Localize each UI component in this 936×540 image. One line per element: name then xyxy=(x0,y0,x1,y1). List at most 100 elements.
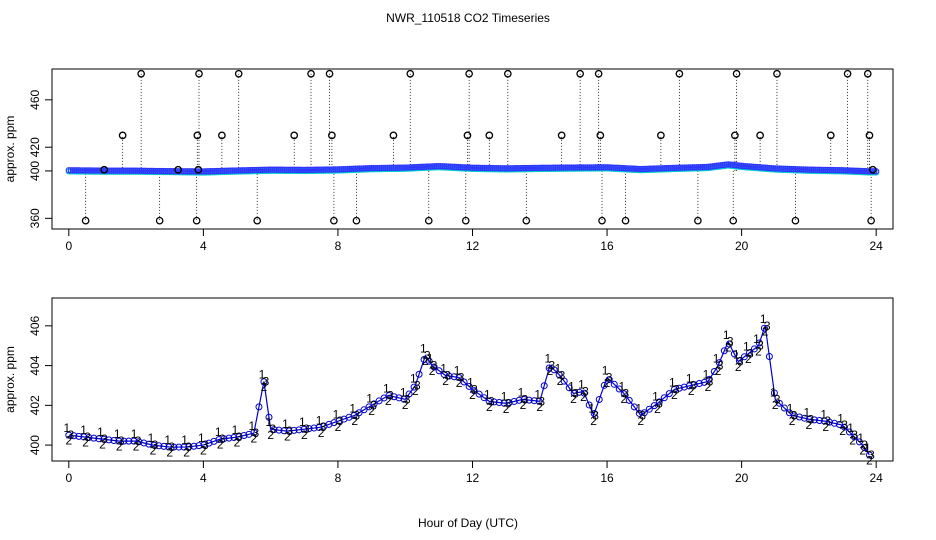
series-point xyxy=(165,443,173,451)
series-point xyxy=(360,406,368,414)
series-point xyxy=(753,163,761,171)
series-point xyxy=(305,166,313,173)
level-2-marker: 2 xyxy=(536,400,543,414)
series-point xyxy=(295,426,303,434)
level-1-marker: 1 xyxy=(545,352,552,366)
series-point xyxy=(580,389,588,397)
series-point xyxy=(667,164,674,172)
level-2-marker: 2 xyxy=(503,402,510,416)
series-point xyxy=(90,434,98,442)
series-point xyxy=(624,165,632,172)
series-point xyxy=(517,164,525,172)
level-3-marker: 3 xyxy=(707,374,714,388)
series-point xyxy=(227,167,234,174)
series-point xyxy=(120,167,127,174)
level-2-marker: 2 xyxy=(547,364,554,378)
series-point xyxy=(630,165,638,172)
series-point xyxy=(760,324,768,332)
series-point xyxy=(834,166,841,174)
series-point xyxy=(106,167,113,174)
outlier-point xyxy=(328,131,336,140)
series-point xyxy=(311,166,319,173)
series-point xyxy=(118,167,125,174)
series-point xyxy=(665,164,672,172)
level-1-marker: 1 xyxy=(63,421,70,435)
series-point xyxy=(402,164,410,171)
level-2-marker: 2 xyxy=(133,440,140,454)
series-point xyxy=(759,164,767,171)
series-point xyxy=(152,167,159,175)
series-point xyxy=(677,164,684,171)
series-point xyxy=(854,167,862,174)
level-1-marker: 1 xyxy=(703,368,710,382)
series-point xyxy=(322,166,329,173)
level-1-marker: 1 xyxy=(265,415,272,429)
outlier-point xyxy=(463,131,472,140)
level-2-marker: 2 xyxy=(183,446,190,460)
outlier-point xyxy=(192,216,201,225)
series-point xyxy=(848,167,856,174)
series-point xyxy=(271,166,278,173)
series-point xyxy=(217,167,224,175)
outlier-point xyxy=(865,131,874,140)
series-point xyxy=(441,163,448,170)
series-point xyxy=(477,164,484,172)
series-point xyxy=(776,165,783,172)
series-point xyxy=(864,168,872,175)
x-tick-label: 0 xyxy=(65,471,72,485)
outlier-point xyxy=(732,69,741,78)
series-point xyxy=(309,166,317,173)
outlier-point xyxy=(424,216,433,225)
series-point xyxy=(610,380,618,388)
series-point xyxy=(638,165,646,173)
series-point xyxy=(185,443,193,451)
series-point xyxy=(350,165,357,172)
x-tick-label: 20 xyxy=(735,471,749,485)
series-point xyxy=(693,164,700,171)
series-point xyxy=(455,374,463,382)
series-point xyxy=(83,167,91,174)
series-point xyxy=(382,164,389,172)
series-point xyxy=(158,167,165,175)
level-2-marker: 2 xyxy=(755,344,762,358)
series-point xyxy=(384,164,391,172)
series-point xyxy=(740,353,748,361)
series-point xyxy=(439,163,446,170)
series-point xyxy=(250,429,258,437)
series-point xyxy=(77,167,85,174)
series-point xyxy=(69,167,77,174)
level-1-marker: 1 xyxy=(588,401,595,415)
level-1-marker: 1 xyxy=(713,352,720,366)
level-2-marker: 2 xyxy=(368,404,375,418)
outlier-point xyxy=(522,216,531,225)
series-point xyxy=(93,167,101,174)
level-2-marker: 2 xyxy=(789,414,796,428)
series-point xyxy=(360,165,367,172)
level-3-marker: 3 xyxy=(592,408,599,422)
series-point xyxy=(582,164,589,171)
series-point xyxy=(642,165,650,172)
level-1-marker: 1 xyxy=(787,401,794,415)
series-point xyxy=(634,165,642,173)
level-2-marker: 2 xyxy=(385,394,392,408)
series-point xyxy=(332,166,339,173)
series-point xyxy=(273,166,280,173)
level-2-marker: 2 xyxy=(859,444,866,458)
series-point xyxy=(539,164,547,171)
series-point xyxy=(184,168,192,175)
series-point xyxy=(660,394,668,402)
series-point xyxy=(428,163,436,170)
series-point xyxy=(290,426,298,434)
x-tick-label: 16 xyxy=(600,471,614,485)
series-point xyxy=(511,165,519,172)
series-point xyxy=(741,162,749,170)
series-point xyxy=(443,163,450,170)
series-point xyxy=(455,163,462,171)
series-point xyxy=(245,167,252,174)
series-point xyxy=(265,166,272,173)
series-point xyxy=(243,167,250,174)
series-point xyxy=(681,164,688,171)
series-point xyxy=(615,385,623,393)
series-point xyxy=(148,167,155,175)
series-point xyxy=(388,164,395,171)
